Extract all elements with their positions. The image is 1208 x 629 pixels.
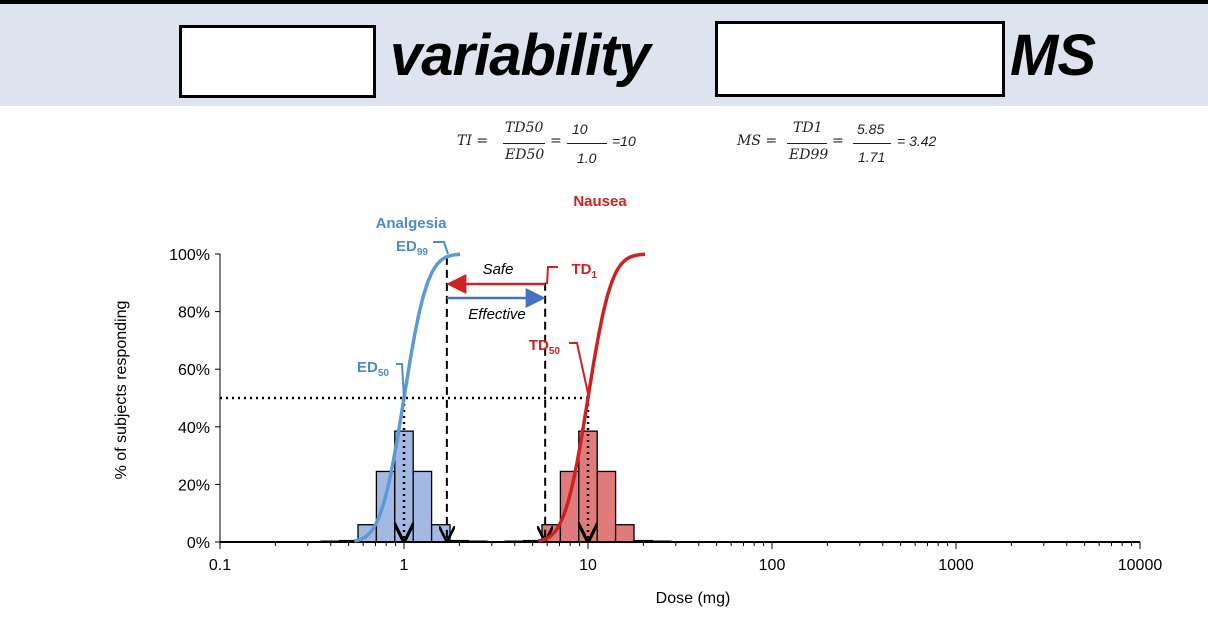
x-tick-label: 10 [579, 557, 597, 574]
bar-analgesia [375, 470, 396, 543]
ed50-label: ED50 [357, 359, 389, 379]
bar-nausea [559, 470, 580, 543]
nausea-label: Nausea [573, 193, 627, 210]
redaction-box [715, 21, 1005, 97]
ms-equation: MS = TD1 ED99 = 5.85 1.71 = 3.42 [737, 120, 937, 165]
x-tick-label: 100 [759, 557, 786, 574]
curve-nausea [537, 252, 645, 543]
td1-label-leader [546, 266, 558, 285]
bar-analgesia [412, 470, 433, 543]
title-word-variability: variability [390, 23, 651, 88]
title-word-ms: MS [1010, 23, 1096, 88]
effective-label: Effective [468, 306, 526, 323]
x-tick-label: 1000 [938, 557, 974, 574]
redaction-box [179, 25, 376, 98]
curve-analgesia [353, 252, 461, 543]
ed50-label-leader [396, 363, 405, 399]
td1-label: TD1 [571, 261, 597, 281]
y-tick-label: 0% [187, 535, 210, 552]
bar-nausea [596, 470, 617, 543]
title-banner: variability MS [0, 0, 1208, 106]
x-axis-label: Dose (mg) [656, 590, 731, 607]
bar-nausea [614, 524, 635, 543]
y-tick-label: 20% [178, 477, 210, 494]
y-tick-label: 40% [178, 420, 210, 437]
safe-label: Safe [483, 261, 514, 278]
td50-label-leader [569, 342, 590, 399]
y-tick-label: 60% [178, 362, 210, 379]
ed99-label-leader [433, 241, 449, 255]
y-axis-label: % of subjects responding [113, 301, 130, 480]
analgesia-label: Analgesia [376, 215, 448, 232]
ed99-label: ED99 [396, 238, 428, 258]
y-tick-label: 100% [169, 247, 210, 264]
ti-equation: TI = TD50 ED50 = 10 1.0 =10 [457, 120, 636, 166]
x-tick-label: 0.1 [209, 557, 231, 574]
x-tick-label: 1 [400, 557, 409, 574]
td50-label: TD50 [529, 337, 561, 357]
x-tick-label: 10000 [1118, 557, 1163, 574]
y-tick-label: 80% [178, 305, 210, 322]
